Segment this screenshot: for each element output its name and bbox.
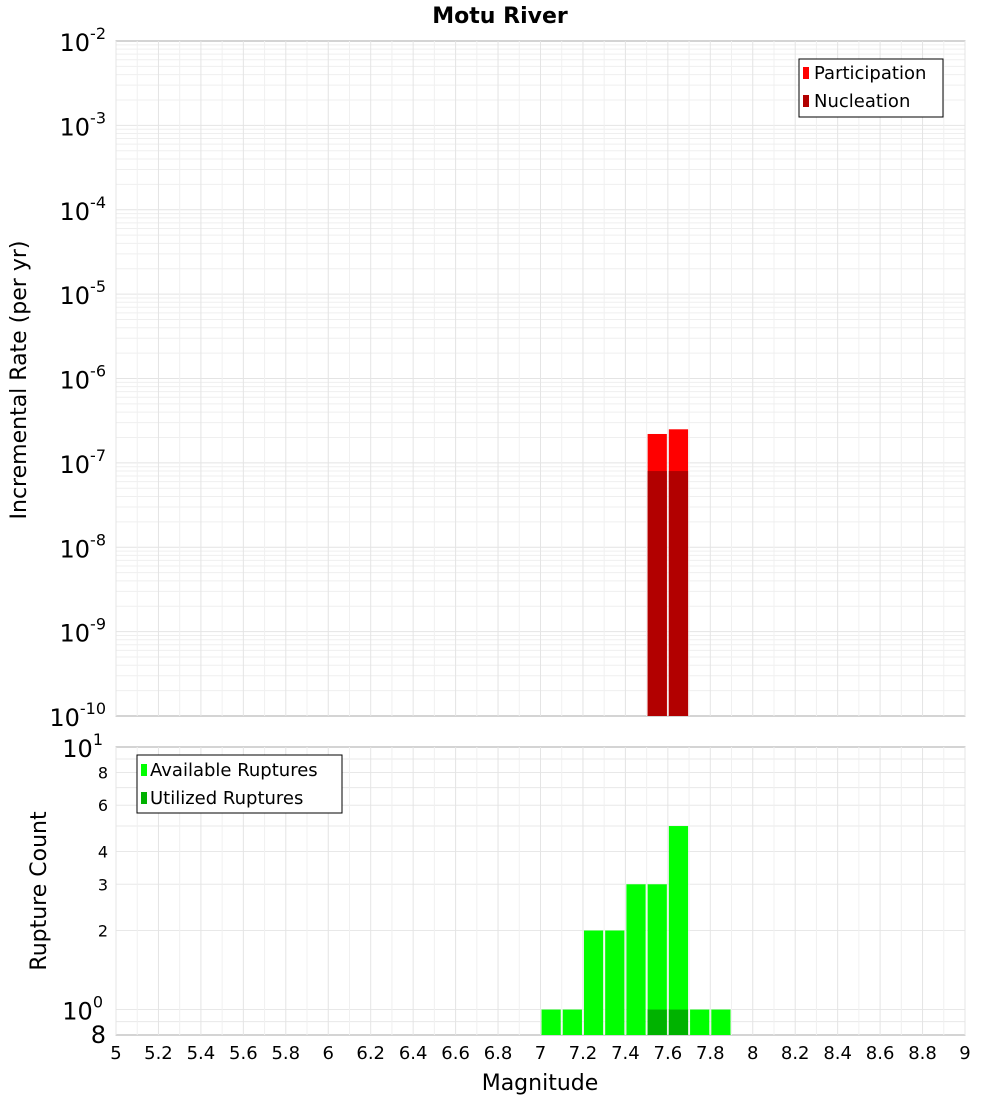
x-tick-label: 5.6	[229, 1043, 258, 1064]
top-legend: Participation Nucleation	[798, 58, 944, 118]
legend-swatch	[141, 792, 147, 804]
legend-swatch	[803, 67, 809, 79]
bottom-legend-box	[136, 754, 343, 814]
top-legend-box	[798, 58, 944, 118]
x-tick-label: 6	[323, 1043, 334, 1064]
top-y-tick-label: 10-10	[49, 699, 106, 732]
top-y-axis-label: Incremental Rate (per yr)	[7, 241, 32, 520]
chart-title: Motu River	[432, 4, 568, 29]
x-tick-label: 7.2	[569, 1043, 598, 1064]
x-tick-label: 7	[535, 1043, 546, 1064]
x-tick-label: 5.8	[271, 1043, 300, 1064]
x-tick-label: 7.8	[696, 1043, 725, 1064]
top-y-tick-label: 10-4	[60, 193, 107, 226]
x-tick-label: 6.8	[484, 1043, 513, 1064]
top-plot: 10-2 10-3 10-4 10-5 10-6 10-7 10-8 10-9 10-10 Mo…	[7, 4, 966, 732]
top-y-tick-label: 10-3	[60, 108, 107, 141]
x-tick-label: 8.2	[781, 1043, 810, 1064]
available-ruptures-bar	[711, 1009, 731, 1035]
x-tick-label: 5.4	[187, 1043, 216, 1064]
available-ruptures-bar	[541, 1009, 561, 1035]
available-ruptures-bar	[605, 930, 625, 1035]
x-axis-label: Magnitude	[482, 1071, 599, 1096]
x-tick-label: 8.8	[908, 1043, 937, 1064]
nucleation-bar	[668, 471, 689, 716]
top-y-ticks: 10-2 10-3 10-4 10-5 10-6 10-7 10-8 10-9 10-10	[49, 24, 106, 732]
x-ticks: 5 5.2 5.4 5.6 5.8 6 6.2 6.4 6.6 6.8 7 7.2 7.4 7.6 7.8 8…	[110, 1043, 970, 1064]
x-tick-label: 6.4	[399, 1043, 428, 1064]
top-bars	[647, 429, 689, 716]
legend-swatch	[141, 764, 147, 776]
nucleation-bar	[647, 471, 667, 716]
top-y-tick-label: 10-9	[60, 615, 107, 648]
bottom-y-minor-tick-label: 6	[98, 796, 108, 815]
bottom-bars	[541, 826, 731, 1035]
x-tick-label: 9	[959, 1043, 970, 1064]
top-y-tick-label: 10-2	[60, 24, 107, 57]
legend-label: Nucleation	[814, 91, 910, 112]
available-ruptures-bar	[562, 1009, 582, 1035]
x-tick-label: 5	[110, 1043, 121, 1064]
bottom-y-minor-tick-label: 3	[98, 875, 108, 894]
x-tick-label: 5.2	[144, 1043, 173, 1064]
legend-label: Available Ruptures	[150, 760, 318, 781]
top-grid	[115, 41, 966, 716]
x-tick-label: 6.2	[356, 1043, 385, 1064]
utilized-ruptures-bar	[668, 1009, 689, 1035]
top-y-tick-label: 10-8	[60, 530, 107, 563]
available-ruptures-bar	[690, 1009, 710, 1035]
bottom-y-tick-label: 101	[62, 730, 103, 763]
available-ruptures-bar	[668, 826, 689, 1035]
bottom-legend: Available Ruptures Utilized Ruptures	[136, 754, 343, 814]
available-ruptures-bar	[626, 884, 646, 1035]
top-y-tick-label: 10-5	[60, 277, 107, 310]
legend-swatch	[803, 95, 809, 107]
legend-label: Participation	[814, 63, 926, 84]
x-tick-label: 7.4	[611, 1043, 640, 1064]
bottom-y-minor-tick-label: 4	[98, 842, 108, 861]
legend-label: Utilized Ruptures	[150, 788, 303, 809]
x-tick-label: 7.6	[654, 1043, 683, 1064]
x-tick-label: 8.6	[866, 1043, 895, 1064]
bottom-y-tick-label: 100	[62, 993, 103, 1026]
x-tick-label: 8.4	[823, 1043, 852, 1064]
utilized-ruptures-bar	[647, 1009, 667, 1035]
available-ruptures-bar	[583, 930, 604, 1035]
bottom-y-minor-tick-label: 8	[98, 763, 108, 782]
bottom-y-tick-label: 8	[91, 1021, 106, 1049]
x-tick-label: 6.6	[441, 1043, 470, 1064]
bottom-y-minor-tick-label: 2	[98, 922, 108, 941]
top-y-tick-label: 10-6	[60, 362, 107, 395]
available-ruptures-bar	[647, 884, 667, 1035]
top-y-tick-label: 10-7	[60, 446, 107, 479]
x-tick-label: 8	[747, 1043, 758, 1064]
bottom-y-axis-label: Rupture Count	[27, 811, 52, 971]
